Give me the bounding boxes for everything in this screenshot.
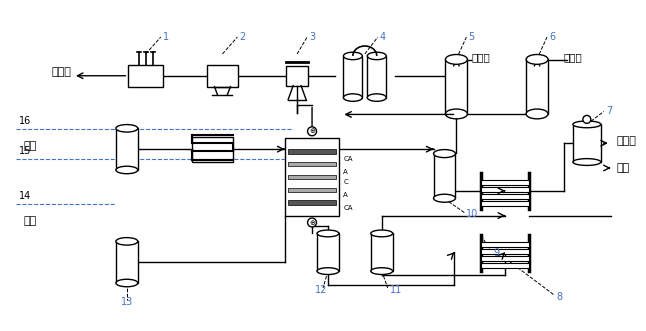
Ellipse shape (317, 268, 339, 274)
Text: 2: 2 (240, 32, 245, 42)
Bar (446, 59, 467, 114)
Text: C: C (344, 179, 348, 185)
Bar (287, 162, 337, 166)
Bar (287, 149, 337, 154)
Bar (286, 66, 308, 86)
Text: 10: 10 (466, 209, 479, 218)
Bar (481, 187, 529, 192)
Bar (481, 194, 529, 199)
Text: A: A (344, 169, 348, 175)
Ellipse shape (371, 268, 393, 274)
Text: 盐酸: 盐酸 (617, 163, 630, 173)
Text: 3: 3 (309, 32, 315, 42)
Text: 8: 8 (556, 292, 562, 302)
Ellipse shape (116, 279, 138, 287)
Bar (287, 175, 337, 179)
Ellipse shape (573, 159, 601, 166)
Text: 14: 14 (19, 191, 32, 201)
Ellipse shape (116, 166, 138, 174)
Text: ⊕: ⊕ (309, 219, 315, 225)
Text: 13: 13 (121, 297, 133, 307)
Text: 12: 12 (315, 285, 328, 295)
Text: 16: 16 (19, 116, 32, 126)
Bar (433, 154, 455, 198)
Bar (287, 188, 337, 192)
Ellipse shape (433, 194, 455, 202)
Text: A: A (344, 192, 348, 198)
Ellipse shape (446, 55, 467, 64)
Ellipse shape (116, 238, 138, 245)
Bar (481, 249, 529, 254)
Ellipse shape (116, 124, 138, 132)
Bar (287, 200, 337, 205)
Text: CA: CA (344, 156, 353, 162)
Bar (285, 138, 339, 215)
Text: 1: 1 (163, 32, 169, 42)
Ellipse shape (368, 52, 386, 60)
Bar (317, 233, 339, 271)
Bar (116, 241, 138, 283)
Bar (368, 56, 386, 98)
Ellipse shape (446, 109, 467, 119)
Bar (481, 263, 529, 268)
Bar (481, 180, 529, 185)
Ellipse shape (344, 94, 362, 101)
Bar (129, 65, 163, 87)
Text: 柠檬酸: 柠檬酸 (472, 52, 490, 62)
Bar (526, 59, 548, 114)
Circle shape (583, 116, 591, 123)
Bar (344, 56, 362, 98)
Bar (116, 128, 138, 170)
Text: ⊕: ⊕ (309, 128, 315, 134)
Text: 9: 9 (494, 248, 499, 258)
Bar (192, 137, 233, 162)
Circle shape (307, 127, 317, 136)
Text: 老卤: 老卤 (23, 141, 37, 151)
Text: 引发剂: 引发剂 (564, 52, 583, 62)
Ellipse shape (317, 230, 339, 237)
Text: 7: 7 (606, 107, 612, 117)
Bar (481, 256, 529, 261)
Bar (371, 233, 393, 271)
Ellipse shape (371, 230, 393, 237)
Text: 5: 5 (468, 32, 475, 42)
Text: 6: 6 (549, 32, 555, 42)
Ellipse shape (368, 94, 386, 101)
Bar (573, 124, 601, 162)
Bar (207, 65, 238, 87)
Text: 11: 11 (390, 285, 402, 295)
Circle shape (307, 218, 317, 227)
Bar (481, 201, 529, 206)
Text: CA: CA (344, 205, 353, 211)
Text: 15: 15 (19, 146, 32, 156)
Text: 氧化镁: 氧化镁 (51, 67, 71, 77)
Ellipse shape (526, 55, 548, 64)
Ellipse shape (526, 109, 548, 119)
Text: 纯水: 纯水 (23, 215, 37, 225)
Ellipse shape (573, 121, 601, 128)
Text: 硫酸镁: 硫酸镁 (617, 136, 636, 146)
Text: 4: 4 (380, 32, 386, 42)
Ellipse shape (344, 52, 362, 60)
Ellipse shape (433, 150, 455, 158)
Bar (481, 242, 529, 247)
